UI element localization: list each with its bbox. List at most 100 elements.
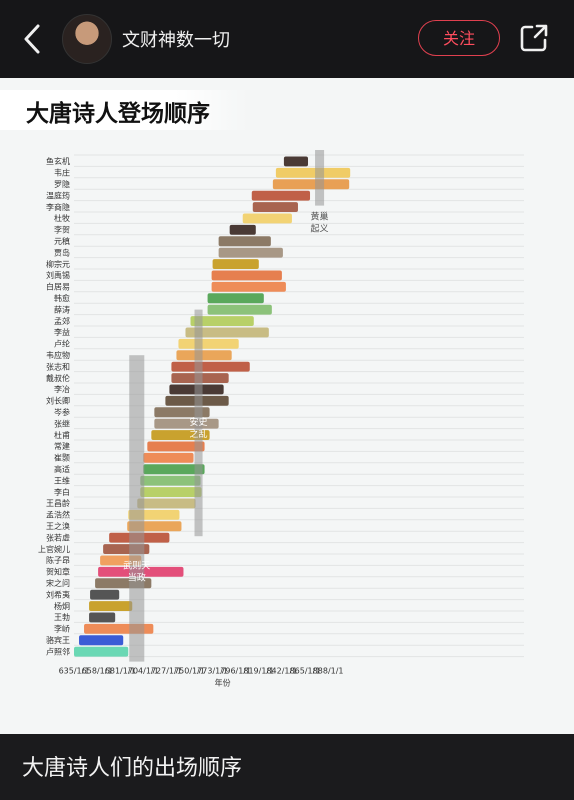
y-label: 王之涣 bbox=[46, 521, 70, 531]
chart-title-banner bbox=[0, 90, 250, 130]
y-label: 张若虚 bbox=[46, 532, 70, 542]
bar-韩愈 bbox=[207, 293, 264, 304]
y-label: 白居易 bbox=[46, 282, 70, 292]
bar-李商隐 bbox=[252, 202, 298, 212]
y-label: 张志和 bbox=[46, 361, 70, 371]
x-axis-label: 年份 bbox=[215, 678, 231, 688]
y-label: 韦应物 bbox=[46, 350, 70, 360]
bar-骆宾王 bbox=[79, 635, 124, 646]
event-band bbox=[194, 309, 203, 537]
x-tick-label: 842/1/1 bbox=[266, 667, 297, 676]
bar-杜牧 bbox=[242, 213, 292, 224]
bar-王维 bbox=[140, 475, 201, 486]
event-band bbox=[315, 150, 325, 206]
y-label: 李益 bbox=[54, 327, 70, 337]
x-tick-label: 635/1/1 bbox=[59, 667, 90, 676]
avatar[interactable] bbox=[62, 14, 112, 64]
bar-崔颢 bbox=[143, 452, 194, 463]
bar-张志和 bbox=[171, 361, 250, 372]
y-label: 韩愈 bbox=[54, 293, 70, 303]
bar-贾岛 bbox=[218, 247, 283, 258]
bar-孟郊 bbox=[190, 316, 254, 326]
y-label: 孟浩然 bbox=[46, 510, 70, 520]
y-label: 李贺 bbox=[54, 225, 70, 235]
x-tick-label: 750/1/1 bbox=[174, 667, 205, 676]
y-label: 刘禹锡 bbox=[46, 270, 70, 280]
y-label: 韦庄 bbox=[54, 168, 70, 178]
y-label: 贾岛 bbox=[54, 247, 70, 257]
bar-韦庄 bbox=[275, 167, 351, 178]
author-name[interactable]: 文财神数一切 bbox=[122, 30, 230, 51]
y-label: 杨炯 bbox=[54, 601, 70, 611]
y-label: 张继 bbox=[54, 418, 70, 428]
y-label: 李白 bbox=[54, 487, 70, 497]
y-label: 杜甫 bbox=[54, 430, 70, 440]
bar-卢纶 bbox=[178, 338, 239, 349]
y-label: 骆宾王 bbox=[46, 635, 70, 645]
bar-李白 bbox=[140, 487, 202, 497]
event-label: 之乱 bbox=[190, 428, 208, 440]
bar-王昌龄 bbox=[137, 498, 196, 509]
post-caption: 大唐诗人们的出场顺序 bbox=[22, 756, 243, 781]
bar-常建 bbox=[147, 441, 205, 452]
y-label: 柳宗元 bbox=[46, 259, 70, 269]
y-label: 贺知章 bbox=[46, 567, 70, 577]
bar-罗隐 bbox=[272, 179, 350, 190]
y-label: 温庭筠 bbox=[46, 190, 70, 200]
bar-刘禹锡 bbox=[211, 270, 282, 281]
bar-李益 bbox=[185, 327, 269, 338]
y-label: 刘长卿 bbox=[46, 396, 70, 406]
event-label: 当政 bbox=[128, 571, 146, 583]
share-icon[interactable] bbox=[518, 22, 550, 54]
x-tick-label: 888/1/1 bbox=[313, 667, 344, 676]
y-label: 常建 bbox=[54, 441, 70, 451]
follow-button[interactable]: 关注 bbox=[418, 20, 500, 56]
y-label: 王维 bbox=[54, 475, 70, 485]
bar-白居易 bbox=[211, 281, 286, 292]
y-label: 薛涛 bbox=[54, 304, 70, 314]
bar-杨炯 bbox=[89, 601, 133, 611]
y-label: 李商隐 bbox=[46, 202, 70, 212]
bar-高适 bbox=[143, 464, 205, 475]
chart-title: 大唐诗人登场顺序 bbox=[26, 101, 210, 127]
bar-张继 bbox=[154, 418, 219, 429]
x-tick-label: 796/1/1 bbox=[220, 667, 251, 676]
top-bar: 文财神数一切 关注 bbox=[0, 0, 574, 78]
x-tick-label: 704/1/1 bbox=[128, 667, 159, 676]
x-tick-label: 658/1/1 bbox=[82, 667, 113, 676]
x-tick-label: 819/1/1 bbox=[243, 667, 274, 676]
bar-温庭筠 bbox=[251, 190, 311, 201]
y-label: 杜牧 bbox=[54, 213, 70, 223]
y-label: 鱼玄机 bbox=[46, 156, 70, 166]
y-label: 罗隐 bbox=[54, 179, 70, 189]
x-tick-label: 681/1/1 bbox=[105, 667, 136, 676]
caption-area bbox=[0, 734, 574, 800]
bar-鱼玄机 bbox=[283, 156, 309, 167]
y-label: 卢纶 bbox=[54, 339, 70, 349]
y-label: 李冶 bbox=[54, 384, 70, 394]
back-arrow-icon[interactable] bbox=[18, 22, 46, 56]
bar-柳宗元 bbox=[212, 259, 259, 269]
bar-刘希夷 bbox=[90, 589, 120, 600]
y-label: 岑参 bbox=[54, 407, 70, 417]
event-label: 起义 bbox=[311, 224, 329, 235]
y-label: 宋之问 bbox=[46, 578, 70, 588]
x-tick-label: 773/1/1 bbox=[197, 667, 228, 676]
y-label: 陈子昂 bbox=[46, 555, 70, 565]
gantt-chart: 鱼玄机韦庄罗隐温庭筠李商隐杜牧李贺元稹贾岛柳宗元刘禹锡白居易韩愈薛涛孟郊李益卢纶… bbox=[38, 150, 524, 688]
x-tick-label: 865/1/1 bbox=[290, 667, 321, 676]
bar-薛涛 bbox=[207, 304, 272, 315]
bar-韦应物 bbox=[176, 350, 232, 361]
y-label: 孟郊 bbox=[54, 316, 70, 326]
bar-元稹 bbox=[218, 236, 271, 247]
y-label: 高适 bbox=[54, 464, 70, 474]
bar-卢照邻 bbox=[74, 646, 129, 657]
x-tick-label: 727/1/1 bbox=[151, 667, 182, 676]
y-label: 刘希夷 bbox=[46, 589, 70, 599]
y-label: 王勃 bbox=[54, 612, 70, 622]
y-label: 王昌龄 bbox=[46, 498, 70, 508]
event-label: 安史 bbox=[190, 416, 208, 428]
bar-李贺 bbox=[229, 224, 256, 235]
y-label: 崔颢 bbox=[54, 453, 70, 463]
y-label: 元稹 bbox=[54, 236, 70, 246]
